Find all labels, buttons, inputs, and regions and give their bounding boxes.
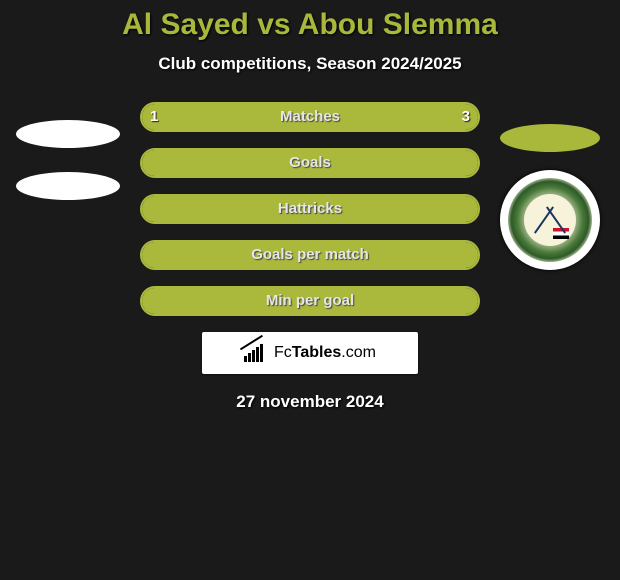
page-subtitle: Club competitions, Season 2024/2025	[0, 54, 620, 74]
stat-row: Min per goal	[0, 286, 620, 316]
bar-right-fill	[226, 104, 478, 130]
bar-left-fill	[142, 150, 478, 176]
stats-bars: 1 3 Matches Goals Hattricks	[0, 102, 620, 316]
branding-text: FcTables.com	[274, 344, 376, 362]
stat-row: Goals per match	[0, 240, 620, 270]
branding-prefix: Fc	[274, 344, 292, 361]
branding-card: FcTables.com	[202, 332, 418, 374]
comparison-infographic: Al Sayed vs Abou Slemma Club competition…	[0, 0, 620, 580]
stat-row: Goals	[0, 148, 620, 178]
stat-right-value: 3	[462, 102, 470, 132]
bar-left-fill	[142, 196, 478, 222]
page-title: Al Sayed vs Abou Slemma	[0, 0, 620, 42]
bar-left-fill	[142, 288, 478, 314]
branding-suffix: .com	[341, 344, 376, 361]
stat-left-value: 1	[150, 102, 158, 132]
bar-chart-icon	[244, 344, 268, 362]
bar-left-fill	[142, 242, 478, 268]
date-text: 27 november 2024	[0, 392, 620, 412]
stat-row: Hattricks	[0, 194, 620, 224]
branding-bold: Tables	[292, 344, 342, 361]
stat-row: 1 3 Matches	[0, 102, 620, 132]
